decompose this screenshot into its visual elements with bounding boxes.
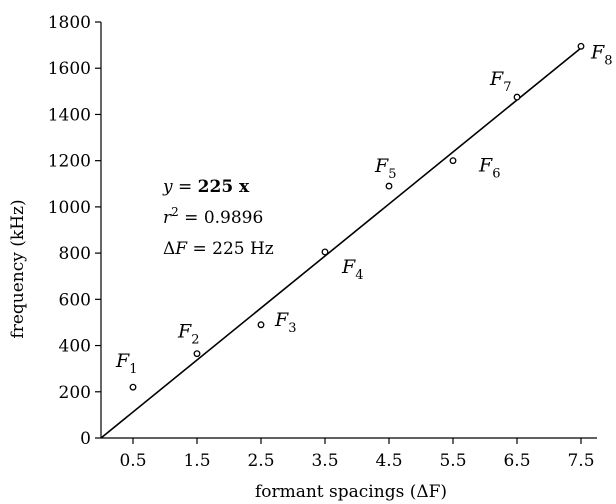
- data-point: [193, 350, 201, 358]
- data-point-label: F5: [374, 155, 396, 182]
- data-points: F1 F2 F3 F4 F5 F6 F7 F8: [115, 41, 612, 391]
- data-point-label: F3: [274, 309, 296, 336]
- data-point: [321, 248, 329, 256]
- y-tick-label: 1600: [48, 59, 91, 79]
- y-tick-label: 200: [59, 383, 91, 403]
- x-axis-title: formant spacings (ΔF): [255, 482, 447, 502]
- ticks: 0 200 400 600 800 1000 1200 1400 1600 1800 0.5 1.5 2…: [48, 13, 595, 471]
- data-point: [513, 93, 521, 101]
- data-point-label: F8: [590, 41, 612, 68]
- y-tick-label: 1200: [48, 152, 91, 172]
- data-point-label: F4: [341, 256, 363, 283]
- data-point-label: F1: [115, 350, 137, 377]
- axes: [100, 22, 597, 439]
- data-point: [129, 383, 137, 391]
- x-tick-label: 1.5: [183, 451, 210, 471]
- y-tick-label: 600: [59, 290, 91, 310]
- x-tick-label: 6.5: [503, 451, 530, 471]
- data-point-label: F7: [489, 68, 511, 95]
- y-tick-label: 800: [59, 244, 91, 264]
- x-tick-label: 5.5: [439, 451, 466, 471]
- x-tick-label: 4.5: [375, 451, 402, 471]
- r-squared-text: r2 = 0.9896: [163, 205, 263, 228]
- x-tick-label: 3.5: [311, 451, 338, 471]
- y-tick-label: 1800: [48, 13, 91, 33]
- delta-f-text: ΔF = 225 Hz: [163, 239, 274, 259]
- equation-text: y = 225 x: [162, 177, 250, 197]
- y-axis-title: frequency (kHz): [8, 199, 28, 338]
- data-point: [449, 157, 457, 165]
- data-point-label: F2: [177, 321, 199, 348]
- data-point-label: F6: [478, 155, 500, 182]
- x-tick-label: 2.5: [247, 451, 274, 471]
- y-tick-label: 0: [80, 429, 91, 449]
- data-point: [257, 321, 265, 329]
- y-tick-label: 1000: [48, 198, 91, 218]
- fit-line: [100, 47, 582, 439]
- y-tick-label: 1400: [48, 105, 91, 125]
- data-point: [385, 182, 393, 190]
- y-tick-label: 400: [59, 337, 91, 357]
- regression-annotation: y = 225 x r2 = 0.9896 ΔF = 225 Hz: [162, 177, 274, 259]
- data-point: [577, 42, 585, 50]
- x-tick-label: 0.5: [119, 451, 146, 471]
- x-tick-label: 7.5: [567, 451, 594, 471]
